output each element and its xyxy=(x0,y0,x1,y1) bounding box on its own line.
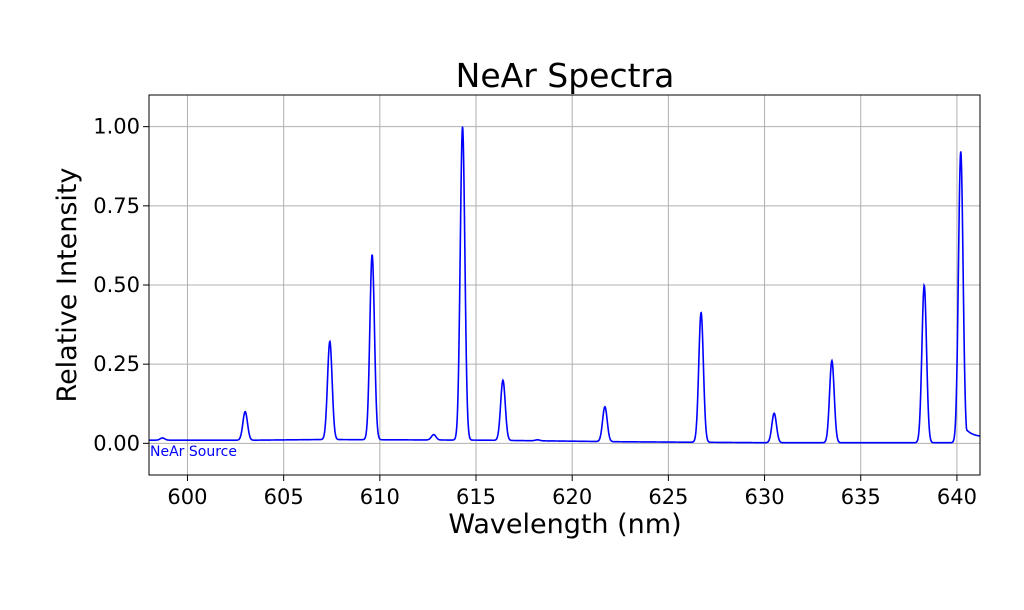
grid xyxy=(149,95,980,475)
x-axis-ticks: 600 605 610 615 620 625 630 635 640 xyxy=(167,475,977,509)
x-tick-label: 630 xyxy=(745,485,785,509)
y-tick-label: 1.00 xyxy=(93,115,140,139)
y-tick-label: 0.25 xyxy=(93,352,140,376)
plot-area xyxy=(149,126,980,444)
x-tick-label: 635 xyxy=(841,485,881,509)
x-tick-label: 605 xyxy=(264,485,304,509)
y-tick-label: 0.50 xyxy=(93,273,140,297)
y-tick-label: 0.00 xyxy=(93,431,140,455)
chart-title: NeAr Spectra xyxy=(456,56,675,95)
x-tick-label: 625 xyxy=(648,485,688,509)
y-tick-label: 0.75 xyxy=(93,194,140,218)
y-axis-label: Relative Intensity xyxy=(52,167,83,402)
x-tick-label: 620 xyxy=(552,485,592,509)
spectrum-line xyxy=(149,126,980,444)
source-annotation: NeAr Source xyxy=(150,444,237,460)
x-tick-label: 615 xyxy=(456,485,496,509)
x-tick-label: 600 xyxy=(167,485,207,509)
x-tick-label: 610 xyxy=(360,485,400,509)
x-tick-label: 640 xyxy=(937,485,977,509)
x-axis-label: Wavelength (nm) xyxy=(448,509,681,540)
y-axis-ticks: 0.00 0.25 0.50 0.75 1.00 xyxy=(93,115,149,455)
